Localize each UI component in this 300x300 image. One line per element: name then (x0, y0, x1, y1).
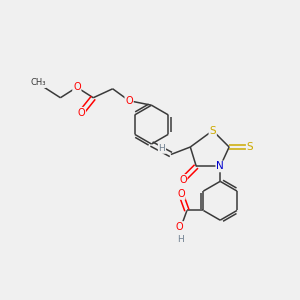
Text: O: O (177, 189, 185, 199)
Text: CH₃: CH₃ (30, 78, 46, 87)
Text: S: S (209, 126, 216, 136)
Text: H: H (159, 144, 165, 153)
Text: S: S (247, 142, 253, 152)
Text: H: H (178, 235, 184, 244)
Text: O: O (73, 82, 81, 92)
Text: O: O (77, 108, 85, 118)
Text: O: O (176, 222, 183, 232)
Text: O: O (179, 175, 187, 185)
Text: N: N (216, 161, 224, 171)
Text: O: O (125, 96, 133, 106)
